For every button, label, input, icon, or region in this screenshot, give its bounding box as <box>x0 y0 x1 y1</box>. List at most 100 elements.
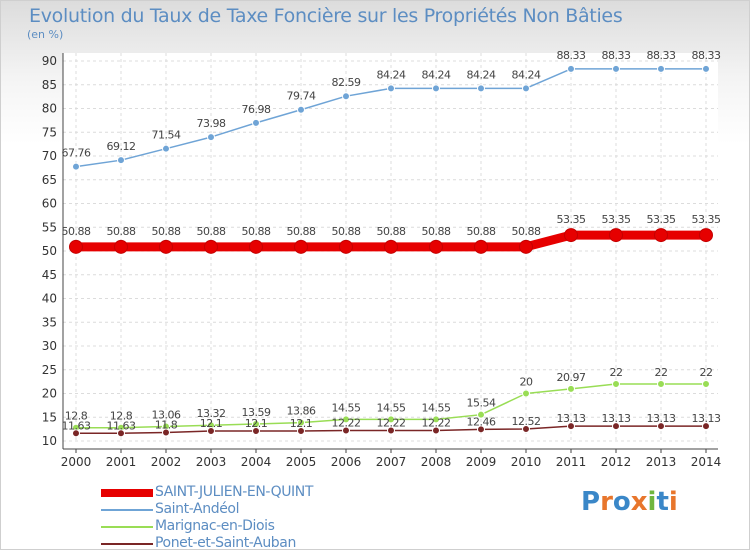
data-point[interactable] <box>519 239 533 254</box>
data-label: 22 <box>610 366 623 379</box>
data-label: 20 <box>520 376 533 389</box>
logo-letter: t <box>656 487 669 517</box>
y-tick-label: 45 <box>42 268 57 282</box>
data-point[interactable] <box>117 156 125 165</box>
data-label: 88.33 <box>602 49 631 62</box>
data-point[interactable] <box>72 162 80 171</box>
data-point[interactable] <box>429 239 443 254</box>
data-point[interactable] <box>204 239 218 254</box>
data-label: 14.55 <box>332 401 361 414</box>
data-point[interactable] <box>564 228 578 243</box>
data-point[interactable] <box>522 425 530 434</box>
data-label: 11.63 <box>62 419 91 432</box>
data-label: 50.88 <box>197 225 226 238</box>
y-axis-unit-label: (en %) <box>27 28 64 41</box>
data-point[interactable] <box>654 228 668 243</box>
data-point[interactable] <box>72 429 80 438</box>
data-label: 84.24 <box>512 68 541 81</box>
data-point[interactable] <box>117 429 125 438</box>
data-label: 13.06 <box>152 408 181 421</box>
data-point[interactable] <box>297 105 305 114</box>
data-label: 53.35 <box>557 213 586 226</box>
data-label: 22 <box>655 366 668 379</box>
data-point[interactable] <box>657 380 665 388</box>
data-point[interactable] <box>567 64 575 73</box>
data-point[interactable] <box>114 239 128 254</box>
data-label: 88.33 <box>692 49 721 62</box>
x-tick-label: 2008 <box>421 455 452 469</box>
data-point[interactable] <box>612 64 620 73</box>
data-point[interactable] <box>474 239 488 254</box>
data-point[interactable] <box>477 410 485 419</box>
data-point[interactable] <box>702 422 710 431</box>
data-label: 53.35 <box>692 213 721 226</box>
data-point[interactable] <box>384 239 398 254</box>
data-point[interactable] <box>69 239 83 254</box>
chart-title: Evolution du Taux de Taxe Foncière sur l… <box>29 5 623 27</box>
data-point[interactable] <box>339 239 353 254</box>
data-point[interactable] <box>432 84 440 93</box>
data-label: 71.54 <box>152 129 181 142</box>
data-label: 50.88 <box>377 225 406 238</box>
y-tick-label: 75 <box>42 125 57 139</box>
x-tick-label: 2007 <box>376 455 407 469</box>
y-tick-label: 80 <box>42 102 57 116</box>
data-point[interactable] <box>162 144 170 153</box>
data-point[interactable] <box>249 239 263 254</box>
data-label: 67.76 <box>62 147 91 160</box>
data-point[interactable] <box>207 133 215 142</box>
y-tick-label: 60 <box>42 197 57 211</box>
data-label: 50.88 <box>107 225 136 238</box>
data-point[interactable] <box>342 415 350 424</box>
data-point[interactable] <box>342 92 350 101</box>
data-point[interactable] <box>612 380 620 388</box>
data-point[interactable] <box>657 64 665 73</box>
data-point[interactable] <box>702 64 710 73</box>
x-tick-label: 2002 <box>151 455 182 469</box>
y-tick-label: 35 <box>42 315 57 329</box>
data-point[interactable] <box>297 418 305 427</box>
data-label: 84.24 <box>422 68 451 81</box>
data-label: 13.13 <box>557 412 586 425</box>
data-point[interactable] <box>567 384 575 393</box>
data-point[interactable] <box>387 415 395 424</box>
data-point[interactable] <box>609 228 623 243</box>
data-point[interactable] <box>612 422 620 431</box>
data-point[interactable] <box>387 84 395 93</box>
x-tick-label: 2006 <box>331 455 362 469</box>
data-point[interactable] <box>567 422 575 431</box>
data-label: 22 <box>700 366 713 379</box>
data-point[interactable] <box>387 426 395 435</box>
data-point[interactable] <box>294 239 308 254</box>
data-label: 84.24 <box>467 68 496 81</box>
data-label: 13.59 <box>242 406 271 419</box>
data-point[interactable] <box>432 415 440 424</box>
y-tick-label: 30 <box>42 339 57 353</box>
data-point[interactable] <box>297 427 305 436</box>
data-label: 53.35 <box>602 213 631 226</box>
data-point[interactable] <box>252 118 260 127</box>
x-tick-label: 2005 <box>286 455 317 469</box>
y-tick-label: 65 <box>42 173 57 187</box>
logo-letter: P <box>581 487 601 517</box>
data-label: 14.55 <box>377 401 406 414</box>
data-point[interactable] <box>477 425 485 434</box>
data-label: 50.88 <box>287 225 316 238</box>
legend-swatch <box>101 509 153 511</box>
data-point[interactable] <box>432 426 440 435</box>
data-point[interactable] <box>159 239 173 254</box>
data-point[interactable] <box>342 426 350 435</box>
data-point[interactable] <box>657 422 665 431</box>
data-point[interactable] <box>522 84 530 93</box>
data-label: 12.8 <box>65 410 88 423</box>
data-point[interactable] <box>252 427 260 436</box>
data-point[interactable] <box>522 389 530 398</box>
data-point[interactable] <box>477 84 485 93</box>
data-point[interactable] <box>207 427 215 436</box>
data-point[interactable] <box>702 380 710 388</box>
data-point[interactable] <box>162 428 170 437</box>
data-point[interactable] <box>699 228 713 243</box>
data-label: 20.97 <box>557 371 586 384</box>
x-tick-label: 2003 <box>196 455 227 469</box>
